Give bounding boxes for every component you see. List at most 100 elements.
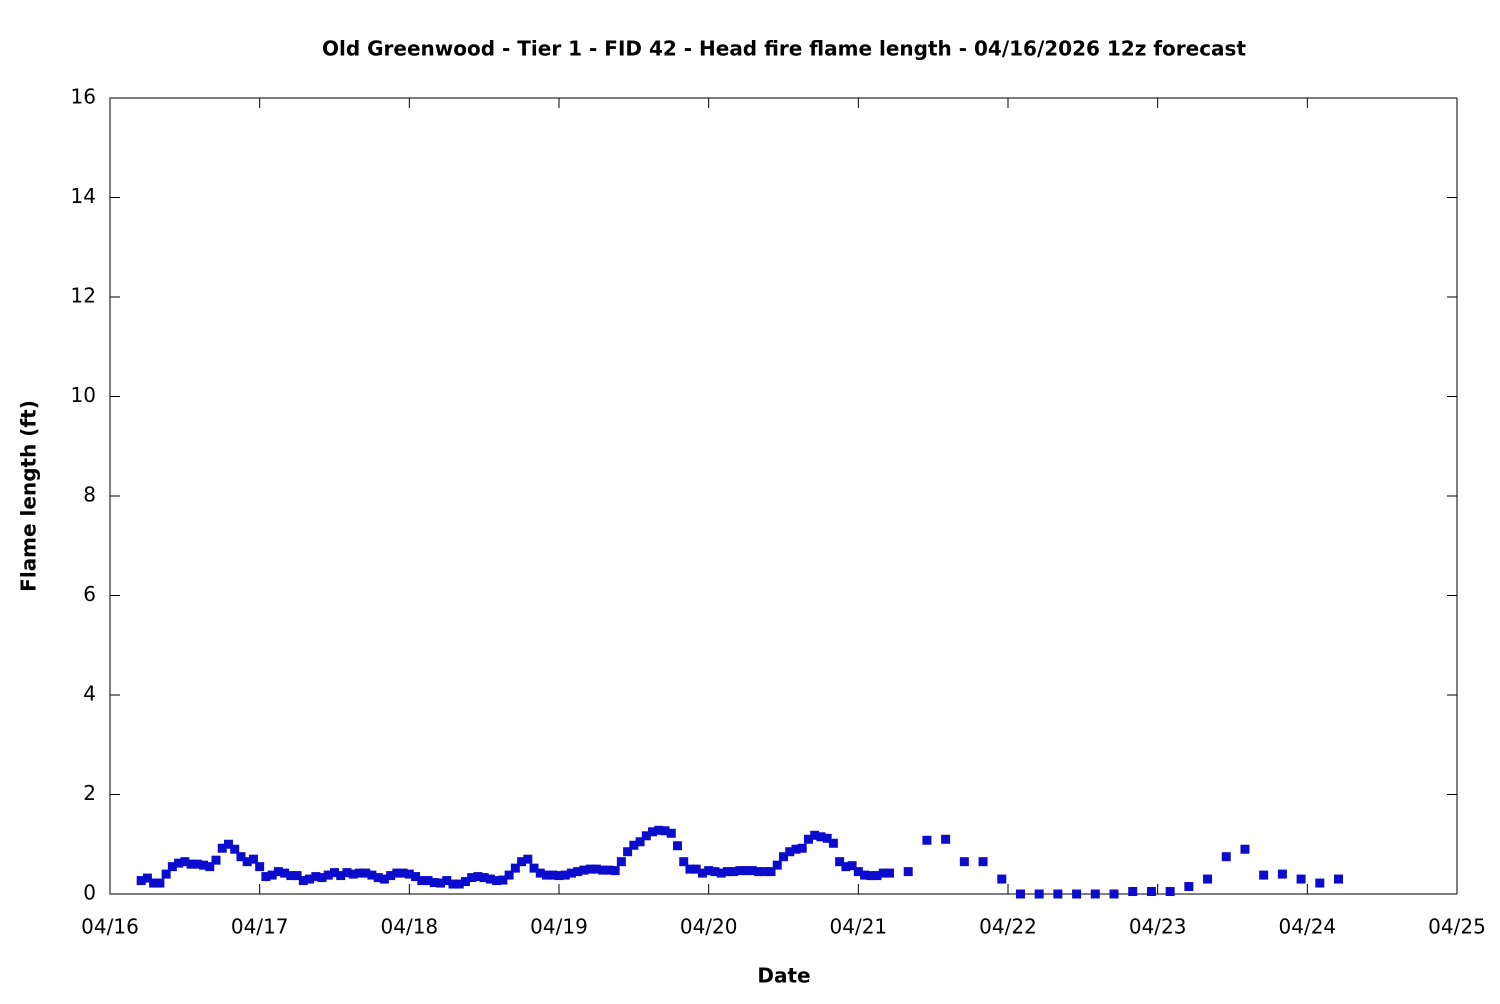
data-point bbox=[1296, 874, 1306, 884]
y-tick-label: 2 bbox=[83, 781, 96, 805]
data-point bbox=[1315, 878, 1325, 888]
data-point bbox=[566, 868, 576, 878]
data-point bbox=[317, 873, 327, 883]
y-tick-label: 0 bbox=[83, 881, 96, 905]
data-point bbox=[697, 868, 707, 878]
x-tick-label: 04/16 bbox=[81, 915, 139, 939]
x-tick-label: 04/24 bbox=[1279, 915, 1337, 939]
y-tick-label: 12 bbox=[71, 284, 96, 308]
data-point bbox=[392, 868, 402, 878]
data-point bbox=[1128, 887, 1138, 897]
y-axis-label: Flame length (ft) bbox=[17, 400, 41, 592]
data-point bbox=[379, 874, 389, 884]
data-point bbox=[672, 841, 682, 851]
data-point bbox=[648, 827, 658, 837]
data-point bbox=[685, 864, 695, 874]
data-point bbox=[417, 876, 427, 886]
data-point bbox=[261, 872, 271, 882]
data-point bbox=[230, 844, 240, 854]
data-point bbox=[598, 865, 608, 875]
data-point bbox=[903, 867, 913, 877]
data-point bbox=[679, 857, 689, 867]
plot-frame bbox=[109, 97, 1458, 895]
data-point bbox=[1184, 882, 1194, 892]
data-point bbox=[298, 876, 308, 886]
data-point bbox=[878, 868, 888, 878]
data-point bbox=[635, 837, 645, 847]
data-point bbox=[510, 863, 520, 873]
data-point bbox=[386, 871, 396, 881]
data-point bbox=[866, 871, 876, 881]
data-point bbox=[772, 860, 782, 870]
data-point bbox=[1015, 889, 1025, 899]
x-tick-label: 04/22 bbox=[979, 915, 1037, 939]
data-point bbox=[660, 826, 670, 836]
data-point bbox=[922, 835, 932, 845]
data-point bbox=[585, 864, 595, 874]
y-tick-label: 14 bbox=[71, 184, 96, 208]
data-point bbox=[404, 869, 414, 879]
y-tick-label: 6 bbox=[83, 582, 96, 606]
data-point bbox=[629, 840, 639, 850]
data-point bbox=[710, 867, 720, 877]
data-point bbox=[336, 871, 346, 881]
y-tick-label: 16 bbox=[71, 85, 96, 109]
data-point bbox=[373, 873, 383, 883]
data-point bbox=[885, 868, 895, 878]
x-tick-label: 04/21 bbox=[830, 915, 888, 939]
data-point bbox=[872, 871, 882, 881]
x-axis-label: Date bbox=[757, 964, 810, 988]
data-point bbox=[722, 867, 732, 877]
data-point bbox=[941, 834, 951, 844]
data-point bbox=[467, 873, 477, 883]
y-tick-label: 4 bbox=[83, 682, 96, 706]
y-tick-label: 10 bbox=[71, 383, 96, 407]
data-point bbox=[1334, 874, 1344, 884]
data-point bbox=[760, 867, 770, 877]
data-point bbox=[616, 857, 626, 867]
data-point bbox=[361, 868, 371, 878]
data-point bbox=[492, 876, 502, 886]
data-point bbox=[666, 828, 676, 838]
y-tick-label: 8 bbox=[83, 483, 96, 507]
data-point bbox=[822, 833, 832, 843]
data-point bbox=[579, 865, 589, 875]
data-point bbox=[978, 857, 988, 867]
data-point bbox=[167, 862, 177, 872]
data-point bbox=[959, 857, 969, 867]
chart-title: Old Greenwood - Tier 1 - FID 42 - Head f… bbox=[322, 37, 1246, 61]
data-point bbox=[161, 869, 171, 879]
data-point bbox=[280, 868, 290, 878]
data-point bbox=[348, 869, 358, 879]
data-point bbox=[485, 874, 495, 884]
data-point bbox=[1034, 889, 1044, 899]
data-point bbox=[136, 876, 146, 886]
data-point bbox=[248, 854, 258, 864]
data-point bbox=[199, 860, 209, 870]
data-point bbox=[367, 870, 377, 880]
data-point bbox=[785, 847, 795, 857]
data-point bbox=[1221, 852, 1231, 862]
data-point bbox=[835, 857, 845, 867]
data-point bbox=[741, 866, 751, 876]
data-point bbox=[766, 867, 776, 877]
data-point bbox=[560, 870, 570, 880]
data-point bbox=[223, 839, 233, 849]
data-point bbox=[192, 859, 202, 869]
x-tick-label: 04/19 bbox=[530, 915, 588, 939]
data-point bbox=[654, 825, 664, 835]
data-point bbox=[142, 873, 152, 883]
data-point bbox=[860, 870, 870, 880]
data-point bbox=[542, 870, 552, 880]
data-point bbox=[473, 872, 483, 882]
data-point bbox=[704, 866, 714, 876]
data-point bbox=[323, 870, 333, 880]
data-point bbox=[255, 862, 265, 872]
data-point bbox=[1109, 889, 1119, 899]
data-point bbox=[236, 852, 246, 862]
data-point bbox=[747, 866, 757, 876]
data-point bbox=[305, 874, 315, 884]
data-point bbox=[242, 857, 252, 867]
data-point bbox=[1053, 889, 1063, 899]
